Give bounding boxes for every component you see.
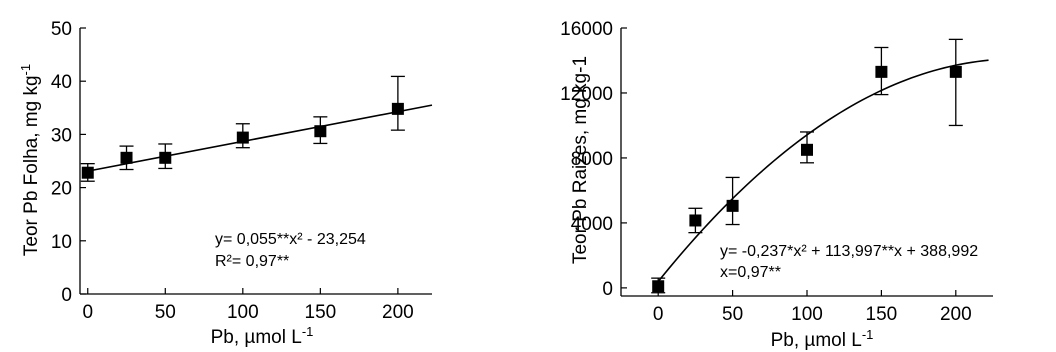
left-equation: y= 0,055**x² - 23,254 [215, 231, 366, 248]
left-y-axis-label: Teor Pb Folha, mg kg-1 [18, 64, 42, 256]
chart-left: 0 10 20 30 40 50 0 50 100 150 200 y= 0,055**x² - … [18, 19, 433, 348]
chart-right: 0 4000 8000 12000 16000 0 50 100 150 200 y= -0,2… [560, 19, 993, 351]
r-x-tick-label: 200 [940, 304, 972, 325]
l-data-point [120, 151, 133, 164]
right-equation: y= -0,237*x² + 113,997**x + 388,992 [720, 243, 978, 260]
r-x-tick-label: 150 [866, 304, 898, 325]
r-x-tick-label: 0 [653, 304, 664, 325]
r-data-point [875, 65, 888, 78]
l-x-tick-label: 0 [82, 302, 93, 323]
l-y-tick-label: 40 [51, 72, 72, 93]
l-y-tick-label: 30 [51, 125, 72, 146]
l-data-point [391, 102, 404, 115]
r-y-tick-label: 8000 [571, 149, 613, 170]
r-y-tick-label: 16000 [560, 19, 613, 40]
l-y-tick-label: 0 [61, 285, 72, 306]
left-r2: R²= 0,97** [215, 253, 289, 270]
left-x-axis-label: Pb, µmol L-1 [211, 324, 314, 348]
right-y-axis-label: Teor Pb Raizes, mg kg-1 [570, 56, 591, 264]
r-x-tick-label: 50 [722, 304, 743, 325]
right-x-axis-label: Pb, µmol L-1 [771, 327, 874, 351]
r-data-point [801, 143, 813, 156]
l-y-tick-label: 50 [51, 19, 72, 40]
r-data-point [689, 214, 702, 227]
l-y-tick-label: 20 [51, 179, 72, 200]
r-error-bar [948, 38, 963, 127]
l-x-tick-label: 150 [305, 302, 337, 323]
l-x-tick-label: 50 [155, 302, 176, 323]
r-data-point [726, 199, 739, 212]
l-x-tick-label: 100 [227, 302, 259, 323]
r-x-tick-label: 100 [791, 304, 823, 325]
l-data-point [81, 166, 94, 179]
r-y-tick-label: 0 [602, 279, 613, 300]
right-r2: x=0,97** [720, 264, 781, 281]
l-y-tick-label: 10 [51, 232, 72, 253]
r-data-point [652, 280, 665, 293]
r-y-tick-label: 12000 [560, 84, 613, 105]
l-x-tick-label: 200 [382, 302, 414, 323]
l-data-point [236, 131, 249, 144]
right-fit-curve [657, 59, 989, 283]
r-y-tick-label: 4000 [571, 214, 613, 235]
left-fit-line [87, 104, 433, 172]
l-data-point [314, 125, 327, 138]
r-data-point [949, 65, 962, 78]
l-data-point [159, 151, 172, 164]
